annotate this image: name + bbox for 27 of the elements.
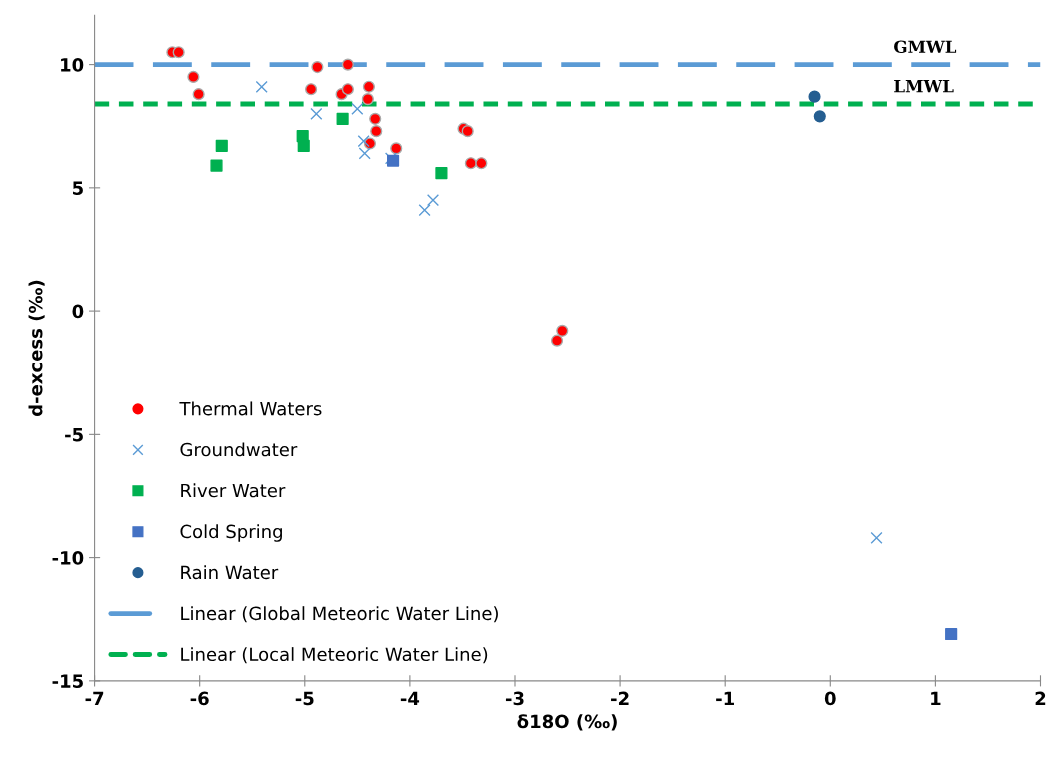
- x-tick-label: -5: [295, 691, 314, 706]
- y-tick-label: 10: [61, 58, 84, 72]
- x-tick-label: 1: [931, 691, 941, 705]
- y-tick-label: 0: [72, 304, 84, 319]
- x-tick-label: 0: [824, 691, 836, 706]
- x-tick-label: -4: [400, 691, 420, 705]
- legend-label: Cold Spring: [180, 524, 282, 542]
- y-tick-label: -15: [52, 674, 83, 688]
- legend-label: Thermal Waters: [179, 401, 322, 416]
- y-tick-label: -5: [65, 428, 83, 442]
- legend-label: River Water: [181, 483, 286, 498]
- x-axis-title: δ18O (‰): [517, 714, 617, 731]
- legend-label: Groundwater: [180, 442, 298, 457]
- x-tick-label: 2: [1035, 691, 1046, 705]
- y-axis-title: d-excess (‰): [28, 280, 45, 417]
- legend-label: Linear (Global Meteoric Water Line): [181, 606, 498, 623]
- annotation: LMWL: [894, 80, 954, 93]
- legend-label: Rain Water: [181, 565, 279, 580]
- x-tick-label: -1: [716, 691, 734, 705]
- y-tick-label: 5: [73, 181, 83, 195]
- y-tick-label: -10: [52, 551, 84, 565]
- x-tick-label: -2: [611, 691, 629, 705]
- legend-label: Linear (Local Meteoric Water Line): [181, 647, 488, 664]
- annotation: GMWL: [894, 40, 957, 54]
- x-tick-label: -7: [85, 691, 104, 705]
- x-tick-label: -3: [505, 691, 524, 706]
- x-tick-label: -6: [190, 691, 209, 706]
